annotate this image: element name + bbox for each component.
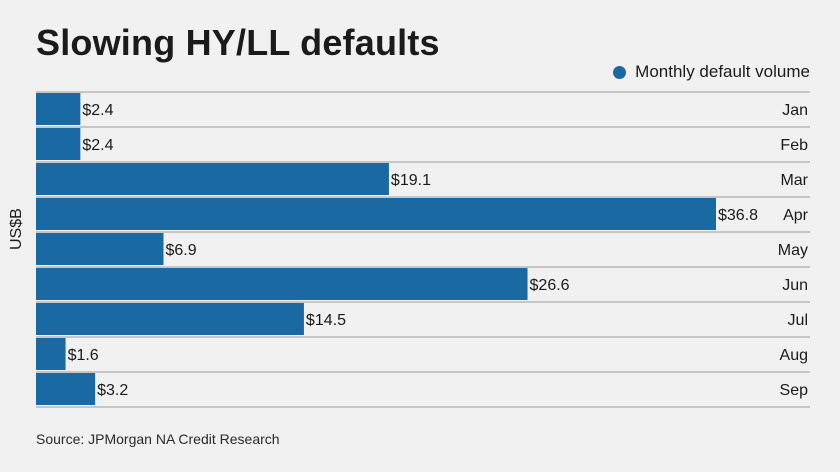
category-label: Jun <box>782 277 808 294</box>
bar-feb <box>36 128 81 160</box>
data-label: $36.8 <box>718 207 758 224</box>
category-label: Sep <box>780 382 809 399</box>
bar-apr <box>36 198 716 230</box>
category-label: Jan <box>782 102 808 119</box>
category-label: May <box>778 242 808 259</box>
bar-sep <box>36 373 96 405</box>
data-label: $6.9 <box>166 242 197 259</box>
category-label: Feb <box>780 137 808 154</box>
bar-may <box>36 233 164 265</box>
bar-jul <box>36 303 304 335</box>
data-label: $26.6 <box>530 277 570 294</box>
category-label: Jul <box>788 312 808 329</box>
category-label: Mar <box>780 172 808 189</box>
bar-aug <box>36 338 66 370</box>
legend: Monthly default volume <box>613 62 810 82</box>
category-label: Apr <box>783 207 809 224</box>
bar-jun <box>36 268 528 300</box>
data-label: $2.4 <box>82 137 113 154</box>
data-label: $2.4 <box>82 102 113 119</box>
data-label: $19.1 <box>391 172 431 189</box>
bar-mar <box>36 163 389 195</box>
source-note: Source: JPMorgan NA Credit Research <box>36 431 280 447</box>
legend-marker <box>613 65 627 79</box>
data-label: $1.6 <box>68 347 99 364</box>
legend-label: Monthly default volume <box>635 62 810 81</box>
category-label: Aug <box>780 347 808 364</box>
data-label: $3.2 <box>97 382 128 399</box>
chart-title: Slowing HY/LL defaults <box>36 22 440 63</box>
data-label: $14.5 <box>306 312 346 329</box>
bar-jan <box>36 93 81 125</box>
